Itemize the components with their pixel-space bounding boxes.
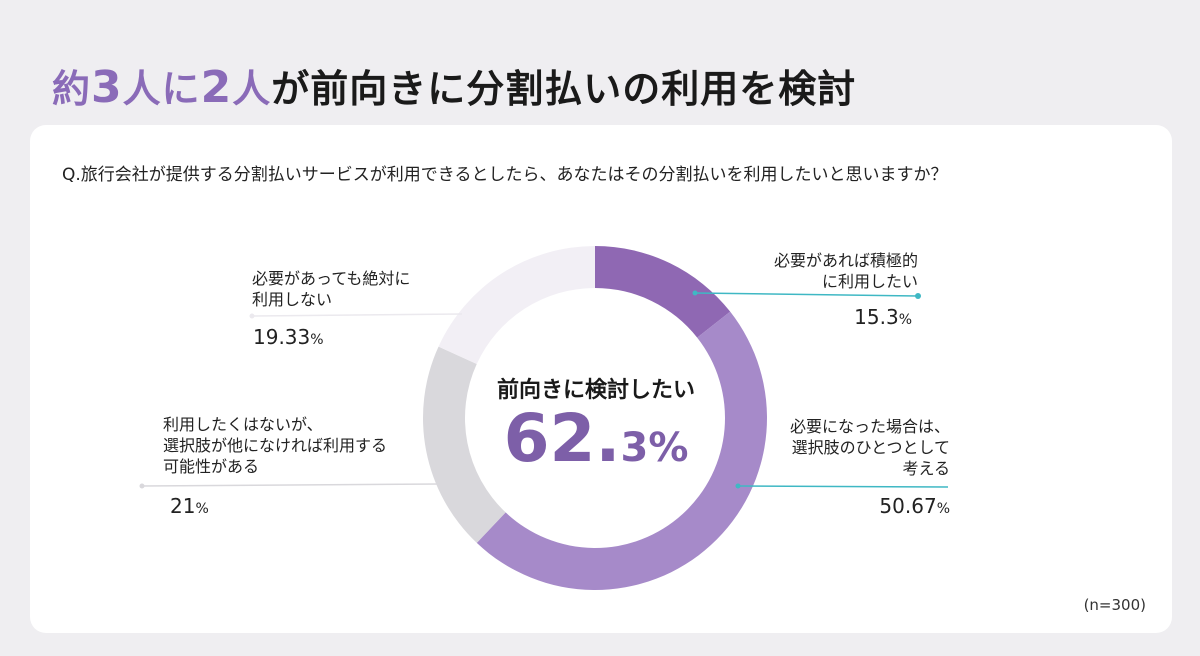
slice-value-maybe-unit: % <box>195 501 209 517</box>
leader-line-maybe-dot <box>139 483 145 489</box>
slice-label-maybe-line3: 可能性がある <box>163 457 260 476</box>
leader-line-active-dot <box>692 290 698 296</box>
center-value: 62.3% <box>466 400 726 477</box>
slice-label-consider-line2: 選択肢のひとつとして <box>791 438 950 457</box>
leader-line-consider <box>737 485 949 488</box>
slice-label-consider: 必要になった場合は、 選択肢のひとつとして 考える <box>790 416 950 479</box>
slice-label-maybe: 利用したくはないが、 選択肢が他になければ利用する 可能性がある <box>163 414 387 477</box>
headline-rest: が前向きに分割払いの利用を検討 <box>271 67 857 111</box>
leader-line-consider-dot <box>735 483 741 489</box>
leader-line-active <box>694 292 919 297</box>
leader-lines <box>139 290 949 489</box>
slice-label-consider-line3: 考える <box>902 459 950 478</box>
leader-line-maybe <box>141 483 441 487</box>
center-value-unit: 3% <box>620 425 689 471</box>
slice-value-never-num: 19.33 <box>253 325 311 349</box>
slice-active <box>595 246 731 338</box>
headline-prefix: 約 <box>52 67 92 111</box>
slice-value-consider-num: 50.67 <box>879 494 937 518</box>
headline-mid2: 人 <box>232 67 272 111</box>
slice-consider <box>476 311 767 590</box>
sample-size-note: (n=300) <box>1083 596 1146 614</box>
slice-never <box>438 246 595 365</box>
slice-label-active-line1: 必要があれば積極的 <box>773 251 918 270</box>
slice-maybe <box>423 346 506 543</box>
slice-label-consider-line1: 必要になった場合は、 <box>789 417 950 436</box>
headline-num1: 3 <box>91 62 123 113</box>
survey-question: Q.旅行会社が提供する分割払いサービスが利用できるとしたら、あなたはその分割払い… <box>62 165 948 185</box>
leader-line-never-dot <box>249 313 255 319</box>
slice-label-never: 必要があっても絶対に 利用しない <box>252 268 410 310</box>
slice-value-active: 15.3% <box>854 305 912 329</box>
headline-mid1: 人に <box>122 67 201 111</box>
slice-value-consider: 50.67% <box>879 494 950 518</box>
headline: 約3人に2人が前向きに分割払いの利用を検討 <box>52 58 856 113</box>
slice-label-active-line2: に利用したい <box>821 272 918 291</box>
headline-num2: 2 <box>200 62 233 113</box>
slice-value-never-unit: % <box>310 332 324 348</box>
slice-value-never: 19.33% <box>253 325 324 349</box>
slice-label-never-line1: 必要があっても絶対に <box>252 269 411 288</box>
slice-value-active-num: 15.3 <box>854 305 899 329</box>
slice-value-active-unit: % <box>898 312 912 328</box>
slice-label-never-line2: 利用しない <box>252 290 333 309</box>
center-label: 前向きに検討したい <box>496 378 695 403</box>
slice-label-active: 必要があれば積極的 に利用したい <box>774 250 918 292</box>
slice-value-consider-unit: % <box>936 501 950 517</box>
donut-slices <box>423 246 767 590</box>
leader-line-active-end-dot <box>915 293 921 299</box>
slice-value-maybe-num: 21 <box>170 494 196 518</box>
slice-label-maybe-line1: 利用したくはないが、 <box>163 415 323 434</box>
leader-line-never <box>251 313 463 317</box>
slice-label-maybe-line2: 選択肢が他になければ利用する <box>163 436 388 455</box>
center-value-num: 62. <box>503 400 621 477</box>
slice-value-maybe: 21% <box>170 494 209 518</box>
